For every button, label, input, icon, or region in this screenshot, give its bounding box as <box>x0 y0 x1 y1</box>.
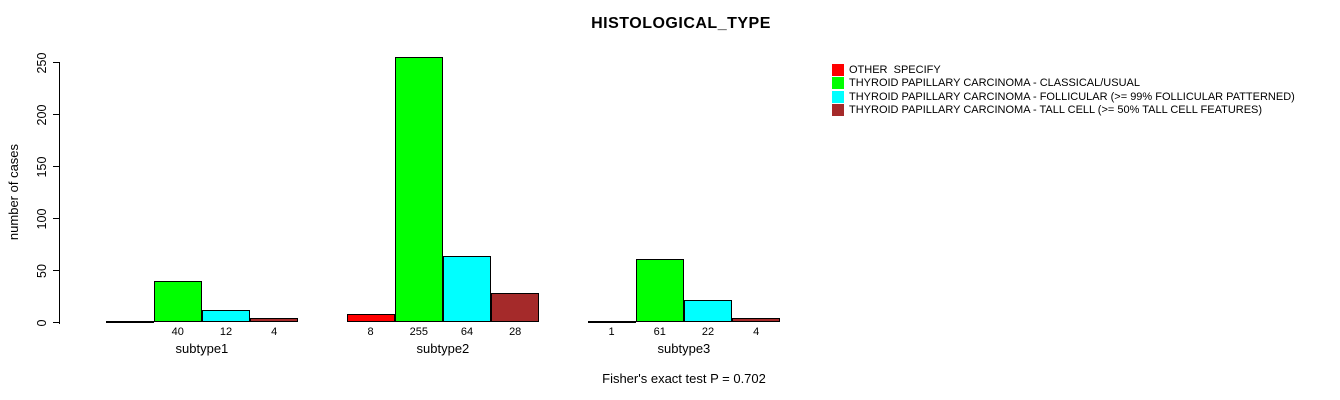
bar-subtype1-series-2 <box>201 310 251 323</box>
x-category-label-subtype2: subtype2 <box>416 341 470 356</box>
bar-value-label: 8 <box>367 326 374 338</box>
bar-value-label: 28 <box>509 326 522 338</box>
y-axis-tick <box>53 322 59 323</box>
bar-subtype3-series-3 <box>732 318 781 323</box>
chart-title: HISTOLOGICAL_TYPE <box>591 15 771 32</box>
legend-item-label: THYROID PAPILLARY CARCINOMA - FOLLICULAR… <box>849 90 1295 103</box>
bar-subtype3-series-1 <box>635 259 684 323</box>
legend-item: THYROID PAPILLARY CARCINOMA - CLASSICAL/… <box>832 77 1295 91</box>
bar-value-label: 4 <box>271 326 278 338</box>
bar-subtype1-series-3 <box>250 318 299 323</box>
bar-subtype3-series-0 <box>587 320 636 323</box>
y-axis-line <box>59 62 60 324</box>
legend-item-label: THYROID PAPILLARY CARCINOMA - TALL CELL … <box>849 104 1263 117</box>
bar-subtype3-series-2 <box>683 299 733 323</box>
legend-item: THYROID PAPILLARY CARCINOMA - TALL CELL … <box>832 104 1295 118</box>
bar-subtype2-series-2 <box>442 255 492 323</box>
legend-color-swatch <box>832 90 844 103</box>
x-category-label-subtype1: subtype1 <box>175 341 229 356</box>
y-axis-tick-label: 50 <box>35 263 49 278</box>
bar-value-label: 1 <box>608 326 615 338</box>
legend-color-swatch <box>832 104 844 117</box>
bar-value-label: 4 <box>753 326 760 338</box>
y-axis-tick <box>53 114 59 115</box>
y-axis-tick <box>53 62 59 63</box>
bar-value-label: 255 <box>409 326 428 338</box>
bar-value-label: 40 <box>171 326 184 338</box>
x-category-label-subtype3: subtype3 <box>657 341 711 356</box>
y-axis-tick <box>53 166 59 167</box>
bar-subtype2-series-3 <box>491 293 540 323</box>
legend-color-swatch <box>832 77 844 90</box>
y-axis-tick <box>53 218 59 219</box>
bar-subtype2-series-0 <box>346 314 395 323</box>
y-axis-tick <box>53 270 59 271</box>
footnote: Fisher's exact test P = 0.702 <box>602 371 766 386</box>
bar-subtype1-series-0 <box>105 320 154 323</box>
bar-subtype2-series-1 <box>394 57 443 323</box>
bar-value-label: 64 <box>460 326 474 338</box>
bar-value-label: 22 <box>701 326 715 338</box>
y-axis-tick-label: 100 <box>35 208 49 229</box>
legend-item: THYROID PAPILLARY CARCINOMA - FOLLICULAR… <box>832 90 1295 104</box>
legend-item-label: THYROID PAPILLARY CARCINOMA - CLASSICAL/… <box>849 77 1140 90</box>
y-axis-tick-label: 250 <box>35 52 49 73</box>
legend-item-label: OTHER SPECIFY <box>849 63 941 76</box>
y-axis-tick-label: 0 <box>35 319 49 326</box>
bar-value-label: 61 <box>653 326 666 338</box>
legend-color-swatch <box>832 63 844 76</box>
legend-item: OTHER SPECIFY <box>832 63 1295 77</box>
y-axis-tick-label: 200 <box>35 104 49 125</box>
y-axis-tick-label: 150 <box>35 156 49 177</box>
bar-value-label: 12 <box>219 326 233 338</box>
legend: OTHER SPECIFY THYROID PAPILLARY CARCINOMA… <box>832 63 1295 117</box>
bar-subtype1-series-1 <box>153 280 202 323</box>
